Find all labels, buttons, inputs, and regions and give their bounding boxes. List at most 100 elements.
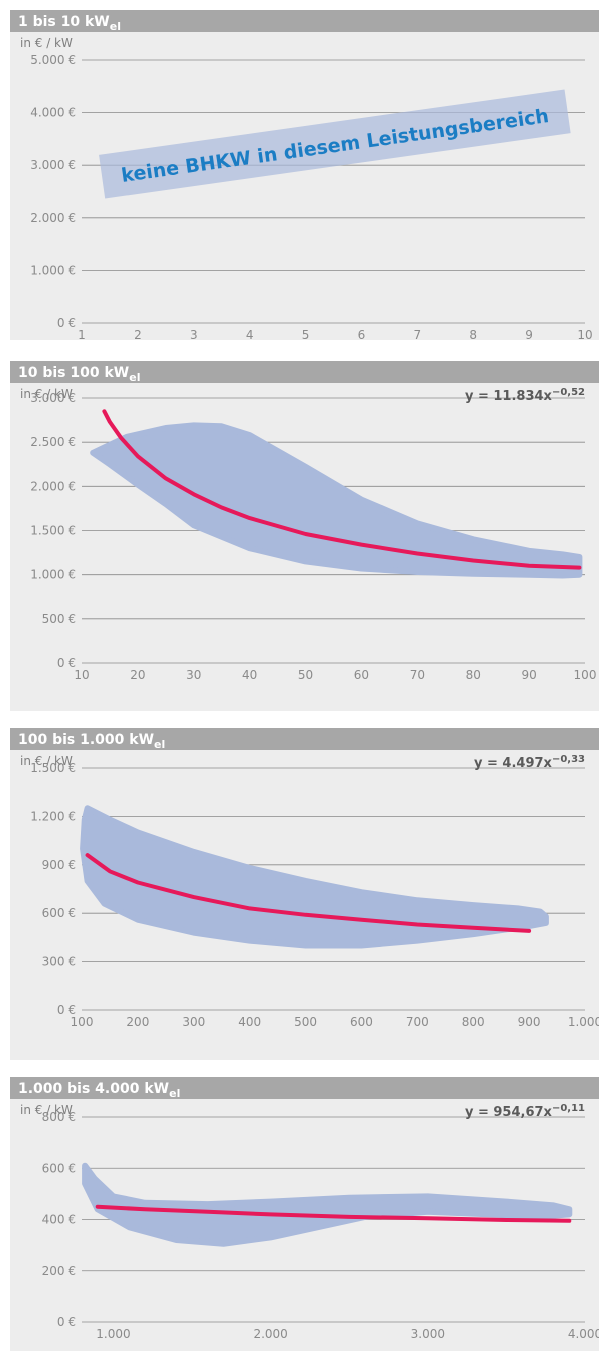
fit-curve	[102, 409, 582, 570]
formula-base: y = 4.497x	[474, 756, 553, 771]
y-axis-unit-label: in € / kW	[20, 1103, 73, 1117]
x-tick-label: 90	[521, 668, 536, 682]
x-tick-label: 9	[525, 328, 533, 342]
y-tick-label: 200 €	[42, 1264, 76, 1278]
panel-header	[10, 1077, 599, 1099]
panel-title-main: 10 bis 100 kW	[18, 365, 129, 381]
formula-exponent: −0,11	[552, 1103, 585, 1114]
y-tick-label: 2.000 €	[30, 479, 76, 493]
y-axis-unit-label: in € / kW	[20, 754, 73, 768]
y-tick-label: 600 €	[42, 1161, 76, 1175]
x-tick-label: 8	[469, 328, 477, 342]
x-tick-label: 500	[294, 1015, 317, 1029]
formula-base: y = 11.834x	[465, 389, 553, 404]
value-range-band	[80, 805, 549, 949]
panel-title-sub: el	[110, 20, 121, 33]
chart-panel-1: 1 bis 10 kWel in € / kW 0 € 1.000 € 2.000 € 3…	[10, 10, 599, 342]
y-tick-label: 400 €	[42, 1213, 76, 1227]
fit-curve	[85, 853, 532, 933]
y-tick-label: 500 €	[42, 612, 76, 626]
x-tick-label: 10	[74, 668, 89, 682]
panel-title-main: 1.000 bis 4.000 kW	[18, 1081, 169, 1097]
regression-formula: y = 4.497x−0,33	[474, 754, 585, 771]
panel-header	[10, 361, 599, 383]
x-tick-label: 5	[302, 328, 310, 342]
x-tick-label: 300	[182, 1015, 205, 1029]
panel-header	[10, 10, 599, 32]
x-tick-label: 400	[238, 1015, 261, 1029]
y-tick-label: 800 €	[42, 1110, 76, 1124]
panel-background	[10, 10, 599, 340]
chart-panel-2: 10 bis 100 kWel in € / kW 0 € 500 € 1.000 € 1…	[10, 361, 599, 711]
x-tick-label: 2.000	[253, 1327, 287, 1341]
y-tick-label: 4.000 €	[30, 106, 76, 120]
y-tick-label: 3.000 €	[30, 158, 76, 172]
formula-base: y = 954,67x	[465, 1105, 553, 1120]
panel-title-main: 100 bis 1.000 kW	[18, 732, 154, 748]
panel-title-sub: el	[129, 371, 140, 384]
fit-curve	[95, 1204, 572, 1223]
x-tick-label: 4	[246, 328, 254, 342]
x-tick-label: 1.000	[96, 1327, 130, 1341]
y-tick-label: 1.200 €	[30, 809, 76, 823]
x-tick-label: 3	[190, 328, 198, 342]
x-tick-label: 10	[577, 328, 592, 342]
y-tick-label: 5.000 €	[30, 53, 76, 67]
regression-formula: y = 11.834x−0,52	[465, 387, 585, 404]
regression-formula: y = 954,67x−0,11	[465, 1103, 585, 1120]
y-tick-label: 0 €	[57, 316, 76, 330]
x-tick-label: 6	[358, 328, 366, 342]
chart-panel-3: 100 bis 1.000 kWel in € / kW 0 € 300 € 600 €…	[10, 728, 599, 1060]
formula-exponent: −0,33	[552, 754, 585, 765]
x-tick-label: 800	[462, 1015, 485, 1029]
x-tick-label: 1.000	[568, 1015, 599, 1029]
panel-title: 100 bis 1.000 kWel	[18, 732, 165, 751]
y-tick-label: 300 €	[42, 955, 76, 969]
x-tick-label: 4.000	[568, 1327, 599, 1341]
x-tick-label: 2	[134, 328, 142, 342]
x-tick-label: 7	[414, 328, 422, 342]
y-tick-label: 1.500 €	[30, 761, 76, 775]
formula-exponent: −0,52	[552, 387, 585, 398]
y-axis-unit-label: in € / kW	[20, 387, 73, 401]
y-tick-label: 2.000 €	[30, 211, 76, 225]
y-tick-label: 0 €	[57, 1315, 76, 1329]
x-tick-label: 1	[78, 328, 86, 342]
y-axis-unit-label: in € / kW	[20, 36, 73, 50]
x-tick-label: 20	[130, 668, 145, 682]
x-tick-label: 200	[126, 1015, 149, 1029]
y-tick-label: 0 €	[57, 656, 76, 670]
x-tick-label: 600	[350, 1015, 373, 1029]
panel-title: 1 bis 10 kWel	[18, 14, 121, 33]
x-tick-label: 100	[574, 668, 597, 682]
panel-title: 10 bis 100 kWel	[18, 365, 140, 384]
y-tick-label: 1.500 €	[30, 524, 76, 538]
panel-header	[10, 728, 599, 750]
x-tick-label: 80	[466, 668, 481, 682]
panel-title-sub: el	[169, 1087, 180, 1100]
y-tick-label: 3.000 €	[30, 391, 76, 405]
x-tick-label: 70	[410, 668, 425, 682]
y-tick-label: 0 €	[57, 1003, 76, 1017]
x-tick-label: 30	[186, 668, 201, 682]
chart-panel-4: 1.000 bis 4.000 kWel in € / kW 0 € 200 € 400…	[10, 1077, 599, 1351]
x-tick-label: 40	[242, 668, 257, 682]
x-tick-label: 50	[298, 668, 313, 682]
x-tick-label: 100	[71, 1015, 94, 1029]
panel-title-main: 1 bis 10 kW	[18, 14, 110, 30]
x-tick-label: 60	[354, 668, 369, 682]
y-tick-label: 1.000 €	[30, 568, 76, 582]
value-range-band	[82, 1162, 573, 1247]
y-tick-label: 900 €	[42, 858, 76, 872]
y-tick-label: 600 €	[42, 906, 76, 920]
y-tick-label: 1.000 €	[30, 263, 76, 277]
x-tick-label: 900	[518, 1015, 541, 1029]
y-tick-label: 2.500 €	[30, 435, 76, 449]
x-tick-label: 700	[406, 1015, 429, 1029]
panel-title-sub: el	[154, 738, 165, 751]
banner-background	[99, 89, 571, 199]
x-tick-label: 3.000	[411, 1327, 445, 1341]
panel-title: 1.000 bis 4.000 kWel	[18, 1081, 180, 1100]
